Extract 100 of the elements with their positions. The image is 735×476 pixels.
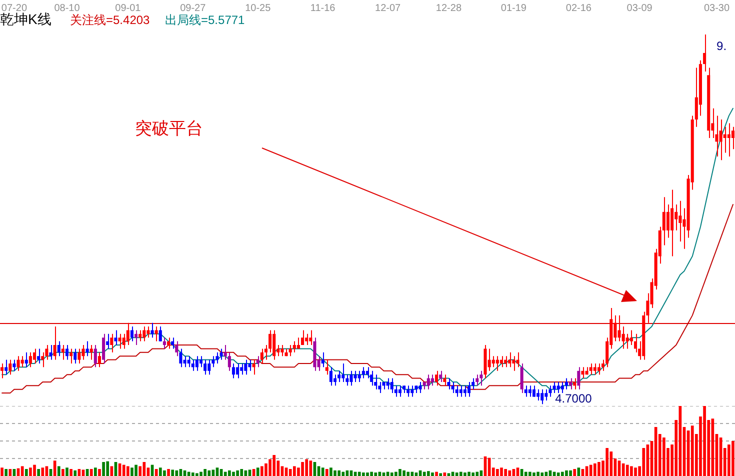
- bar: [57, 466, 60, 476]
- chart-title: 乾坤K线: [0, 11, 52, 27]
- bar: [390, 472, 394, 476]
- bar: [175, 470, 178, 476]
- bar: [447, 473, 450, 476]
- bar: [573, 469, 576, 476]
- bar: [236, 470, 239, 476]
- bar: [626, 464, 629, 476]
- bar: [703, 406, 706, 476]
- bar: [90, 469, 93, 476]
- bar: [309, 460, 312, 476]
- bar: [476, 472, 479, 476]
- bar: [204, 469, 206, 476]
- bar: [435, 472, 438, 476]
- x-tick-label: 01-19: [500, 2, 527, 14]
- bar: [634, 468, 637, 476]
- text: 出局线=5.5771: [165, 13, 245, 27]
- bar: [0, 468, 4, 476]
- bar: [98, 469, 101, 476]
- bar: [426, 471, 430, 476]
- bar: [642, 448, 646, 476]
- bar: [585, 466, 588, 476]
- text: 关注线=5.4203: [70, 13, 150, 27]
- bar: [305, 459, 308, 476]
- bar: [228, 470, 231, 476]
- bar: [196, 473, 198, 476]
- bar: [66, 468, 68, 476]
- bar: [301, 462, 304, 476]
- bar: [532, 472, 536, 476]
- bar: [200, 472, 202, 476]
- bar: [330, 468, 332, 476]
- x-tick-label: 08-10: [54, 2, 80, 14]
- bar: [102, 462, 105, 476]
- bar: [577, 468, 580, 476]
- bar: [589, 464, 592, 476]
- bar: [74, 470, 77, 476]
- bar: [208, 470, 211, 476]
- annotation: 突破平台: [135, 119, 203, 138]
- bar: [431, 472, 434, 476]
- bar: [468, 472, 470, 476]
- bar: [292, 466, 296, 476]
- bar: [24, 469, 28, 476]
- bar: [422, 472, 426, 476]
- x-tick-label: 12-07: [375, 2, 402, 14]
- bar: [727, 444, 730, 476]
- bar: [272, 455, 276, 476]
- bar: [593, 463, 596, 476]
- bar: [321, 468, 324, 476]
- bar: [472, 472, 474, 476]
- bar: [358, 472, 361, 476]
- bar: [154, 469, 158, 476]
- annotation: 9.: [716, 38, 727, 53]
- bar: [459, 472, 462, 476]
- x-tick-label: 09-01: [115, 2, 142, 14]
- bar: [342, 472, 345, 476]
- bar: [106, 461, 110, 476]
- bar: [443, 472, 446, 476]
- bar: [500, 468, 503, 476]
- bar: [62, 469, 64, 476]
- bar: [370, 472, 373, 476]
- x-tick-label: 02-16: [566, 2, 592, 14]
- x-tick-label: 10-25: [245, 2, 272, 14]
- bar: [406, 472, 410, 476]
- bar: [569, 470, 572, 476]
- bar: [224, 472, 227, 476]
- bar: [536, 472, 540, 476]
- bar: [524, 472, 528, 476]
- bar: [264, 463, 268, 476]
- bar: [496, 469, 499, 476]
- bar: [94, 468, 97, 476]
- bar: [366, 472, 369, 476]
- bar: [565, 470, 568, 476]
- bar: [212, 470, 215, 476]
- x-tick-label: 03-09: [626, 2, 653, 14]
- bar: [606, 448, 609, 476]
- bar: [402, 470, 406, 476]
- bar: [334, 470, 336, 476]
- x-tick-label: 11-16: [310, 2, 336, 14]
- bar: [8, 469, 12, 476]
- bar: [130, 468, 134, 476]
- bar: [508, 470, 512, 476]
- bar: [410, 472, 414, 476]
- bar: [325, 469, 328, 476]
- bar: [394, 472, 398, 476]
- bar: [560, 472, 564, 476]
- bar: [288, 469, 292, 476]
- bar: [248, 470, 252, 476]
- bar: [528, 472, 532, 476]
- bar: [33, 464, 36, 476]
- bar: [455, 472, 458, 476]
- bar: [630, 466, 633, 476]
- bar: [540, 472, 544, 476]
- bar: [20, 466, 24, 476]
- bar: [256, 468, 260, 476]
- bar: [622, 463, 625, 476]
- bar: [317, 466, 320, 476]
- bar: [37, 469, 40, 476]
- bar: [362, 472, 365, 476]
- bar: [41, 468, 44, 476]
- bar: [732, 441, 734, 476]
